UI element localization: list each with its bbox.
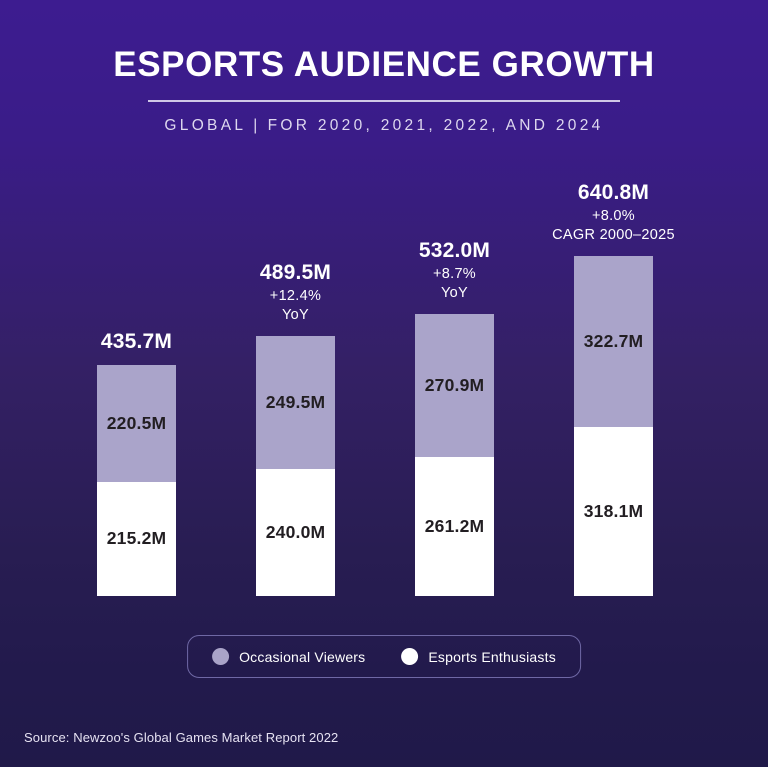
bar-growth-sublabel: YoY (282, 307, 309, 324)
bar-segment-occasional-viewers[interactable]: 249.5M (256, 336, 335, 469)
bar-segment-esports-enthusiasts[interactable]: 215.2M (97, 481, 176, 596)
bar-growth-sublabel: YoY (441, 284, 468, 301)
bar-total-label: 435.7M (100, 329, 173, 353)
bar-growth-label: +8.7% (432, 265, 477, 282)
bar-group: 249.5M 240.0M 489.5M +12.4% YoY (256, 261, 335, 596)
legend-swatch-icon (212, 648, 230, 665)
source-note: Source: Newzoo's Global Games Market Rep… (24, 730, 339, 745)
bar-segment-esports-enthusiasts[interactable]: 318.1M (574, 427, 653, 596)
bar-top-labels: 640.8M +8.0% CAGR 2000–2025 (552, 180, 675, 256)
chart-header: ESPORTS AUDIENCE GROWTH GLOBAL | FOR 2020,… (0, 44, 768, 135)
bar-total-label: 640.8M (577, 181, 650, 204)
bar-top-labels: 532.0M +8.7% YoY (419, 238, 490, 314)
subtitle-period: FOR 2020, 2021, 2022, AND 2024 (267, 117, 604, 134)
bar-top-labels: 489.5M +12.4% YoY (260, 260, 331, 336)
bar-segment-value: 322.7M (583, 331, 644, 352)
chart-subtitle: GLOBAL | FOR 2020, 2021, 2022, AND 2024 (0, 117, 768, 135)
bar-segment-value: 261.2M (424, 516, 485, 537)
page-title: ESPORTS AUDIENCE GROWTH (113, 45, 655, 84)
bar-growth-label: +12.4% (269, 288, 322, 305)
bar-group: 220.5M 215.2M 435.7M (97, 330, 176, 596)
bar-group: 270.9M 261.2M 532.0M +8.7% YoY (415, 239, 494, 596)
subtitle-separator: | (253, 117, 261, 134)
bar-segment-esports-enthusiasts[interactable]: 240.0M (256, 468, 335, 596)
bar-segment-value: 249.5M (265, 391, 326, 412)
bar-segment-value: 240.0M (265, 521, 326, 542)
bar-segment-occasional-viewers[interactable]: 322.7M (574, 256, 653, 428)
bar-segment-occasional-viewers[interactable]: 270.9M (415, 313, 494, 458)
bar-segment-value: 220.5M (106, 412, 167, 433)
stacked-bar[interactable]: 270.9M 261.2M 532.0M +8.7% YoY (415, 239, 494, 596)
bar-segment-value: 215.2M (106, 528, 167, 549)
legend-item-esports-enthusiasts[interactable]: Esports Enthusiasts (401, 648, 556, 665)
legend-swatch-icon (401, 648, 419, 665)
bar-growth-sublabel: CAGR 2000–2025 (552, 227, 675, 243)
bar-segment-value: 318.1M (583, 501, 644, 522)
legend-label: Esports Enthusiasts (428, 648, 556, 665)
stacked-bar[interactable]: 322.7M 318.1M 640.8M +8.0% CAGR 2000–2025 (552, 181, 675, 596)
bar-total-label: 489.5M (259, 261, 332, 285)
bar-top-labels: 435.7M (101, 329, 172, 365)
chart-legend: Occasional Viewers Esports Enthusiasts (187, 635, 581, 678)
bar-group: 322.7M 318.1M 640.8M +8.0% CAGR 2000–2025 (552, 181, 675, 596)
bar-segment-esports-enthusiasts[interactable]: 261.2M (415, 457, 494, 596)
title-divider (148, 100, 620, 102)
stacked-bar[interactable]: 249.5M 240.0M 489.5M +12.4% YoY (256, 261, 335, 596)
bar-total-label: 532.0M (418, 238, 491, 262)
stacked-bar[interactable]: 220.5M 215.2M 435.7M (97, 330, 176, 596)
legend-item-occasional-viewers[interactable]: Occasional Viewers (212, 648, 365, 665)
bar-growth-label: +8.0% (591, 208, 636, 224)
legend-label: Occasional Viewers (239, 648, 366, 665)
subtitle-region: GLOBAL (164, 117, 247, 134)
bar-segment-value: 270.9M (424, 375, 485, 396)
bar-segment-occasional-viewers[interactable]: 220.5M (97, 364, 176, 482)
